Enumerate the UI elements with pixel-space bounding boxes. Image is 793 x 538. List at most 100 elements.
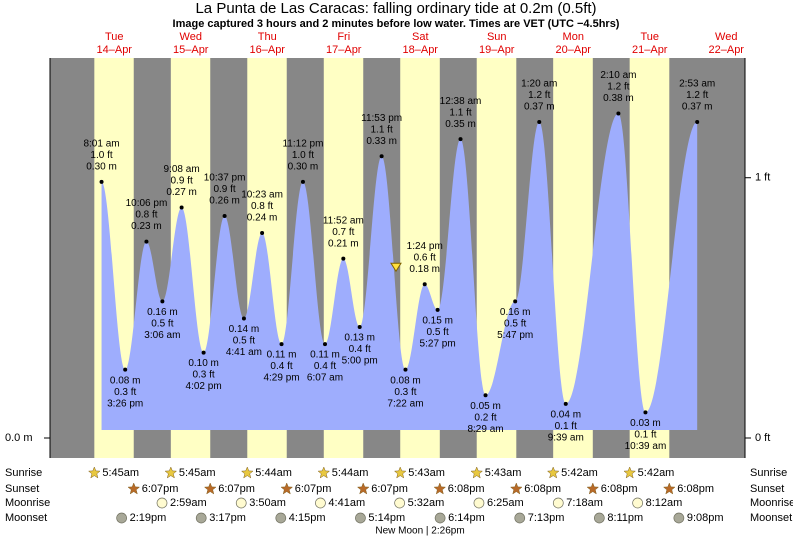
extreme-label: 0.4 ft bbox=[270, 361, 292, 372]
extreme-label: 0.3 ft bbox=[192, 370, 214, 381]
extreme-point bbox=[616, 111, 621, 116]
extreme-point bbox=[260, 231, 265, 236]
sunset-time: 6:08pm bbox=[677, 483, 714, 495]
extreme-label: 0.08 m bbox=[110, 375, 141, 386]
extreme-point bbox=[322, 342, 327, 347]
moonset-time: 4:15pm bbox=[289, 512, 326, 524]
sunrise-time: 5:44am bbox=[255, 467, 292, 479]
sunrise-icon bbox=[470, 466, 484, 479]
sunrise-time: 5:45am bbox=[179, 467, 216, 479]
moonset-time: 3:17pm bbox=[209, 512, 246, 524]
extreme-label: 0.23 m bbox=[131, 221, 162, 232]
moonrise-icon bbox=[156, 497, 168, 509]
day-name: Wed bbox=[715, 31, 737, 43]
moonset-icon bbox=[275, 512, 287, 524]
extreme-label: 0.13 m bbox=[344, 333, 375, 344]
sunset-time: 6:08pm bbox=[524, 483, 561, 495]
extreme-label: 8:01 am bbox=[83, 138, 119, 149]
extreme-label: 0.37 m bbox=[524, 102, 555, 113]
extreme-label: 9:39 am bbox=[548, 432, 584, 443]
row-label: Sunrise bbox=[5, 467, 42, 479]
extreme-label: 0.8 ft bbox=[251, 201, 273, 212]
extreme-point bbox=[341, 256, 346, 261]
moonrise-time: 7:18am bbox=[566, 497, 603, 509]
day-date: 16–Apr bbox=[250, 44, 286, 56]
extreme-label: 0.35 m bbox=[445, 119, 476, 130]
extreme-point bbox=[241, 316, 246, 321]
moonset-time: 8:11pm bbox=[607, 512, 643, 524]
extreme-label: 11:12 pm bbox=[282, 138, 323, 149]
extreme-label: 0.03 m bbox=[630, 418, 661, 429]
extreme-label: 2:10 am bbox=[600, 70, 636, 81]
extreme-label: 1.2 ft bbox=[607, 82, 629, 93]
extreme-point bbox=[160, 299, 165, 304]
extreme-point bbox=[435, 307, 440, 312]
extreme-label: 5:47 pm bbox=[497, 330, 533, 341]
day-name: Thu bbox=[258, 31, 277, 43]
sunset-icon bbox=[356, 482, 370, 495]
sunrise-time: 5:45am bbox=[102, 467, 139, 479]
extreme-label: 0.3 ft bbox=[114, 387, 136, 398]
sunrise-icon bbox=[317, 466, 331, 479]
extreme-label: 0.9 ft bbox=[170, 176, 192, 187]
row-label: Sunset bbox=[5, 483, 39, 495]
extreme-point bbox=[201, 350, 206, 355]
moonset-icon bbox=[673, 512, 685, 524]
extreme-label: 0.2 ft bbox=[474, 412, 496, 423]
extreme-label: 0.16 m bbox=[500, 307, 531, 318]
sunrise-icon bbox=[623, 466, 637, 479]
sunset-time: 6:07pm bbox=[371, 483, 408, 495]
extreme-label: 10:37 pm bbox=[204, 173, 246, 184]
moonrise-time: 8:12am bbox=[646, 497, 683, 509]
day-date: 14–Apr bbox=[97, 44, 133, 56]
extreme-point bbox=[279, 342, 284, 347]
extreme-label: 0.1 ft bbox=[634, 430, 656, 441]
day-date: 19–Apr bbox=[479, 44, 515, 56]
extreme-label: 0.5 ft bbox=[426, 327, 448, 338]
sunset-icon bbox=[662, 482, 676, 495]
extreme-label: 0.30 m bbox=[86, 161, 117, 172]
day-date: 17–Apr bbox=[326, 44, 362, 56]
extreme-label: 8:29 am bbox=[467, 424, 503, 435]
day-date: 21–Apr bbox=[632, 44, 668, 56]
row-label: Moonrise bbox=[5, 497, 50, 509]
extreme-label: 0.6 ft bbox=[414, 252, 436, 263]
row-label: Moonset bbox=[750, 512, 792, 524]
extreme-label: 4:02 pm bbox=[186, 381, 222, 392]
day-date: 22–Apr bbox=[709, 44, 745, 56]
extreme-label: 0.26 m bbox=[209, 196, 240, 207]
extreme-label: 2:53 am bbox=[679, 79, 715, 90]
extreme-label: 0.4 ft bbox=[314, 361, 336, 372]
extreme-label: 4:29 pm bbox=[263, 373, 299, 384]
sunset-icon bbox=[280, 482, 294, 495]
extreme-label: 0.10 m bbox=[188, 358, 219, 369]
extreme-label: 5:27 pm bbox=[420, 339, 456, 350]
sunrise-time: 5:44am bbox=[332, 467, 369, 479]
row-label: Moonrise bbox=[750, 497, 793, 509]
extreme-label: 0.21 m bbox=[328, 238, 359, 249]
extreme-label: 0.04 m bbox=[550, 409, 581, 420]
sunset-icon bbox=[509, 482, 523, 495]
extreme-label: 0.05 m bbox=[470, 401, 501, 412]
moonset-icon bbox=[514, 512, 526, 524]
sunrise-time: 5:42am bbox=[638, 467, 675, 479]
day-name: Sat bbox=[412, 31, 429, 43]
extreme-label: 11:53 pm bbox=[361, 113, 402, 124]
extreme-label: 0.38 m bbox=[603, 93, 634, 104]
extreme-label: 0.9 ft bbox=[213, 184, 235, 195]
extreme-label: 0.33 m bbox=[366, 136, 397, 147]
extreme-label: 10:23 am bbox=[241, 190, 283, 201]
extreme-label: 0.5 ft bbox=[233, 336, 255, 347]
extreme-label: 0.11 m bbox=[310, 350, 340, 361]
sunset-time: 6:07pm bbox=[142, 483, 179, 495]
moonrise-time: 6:25am bbox=[487, 497, 524, 509]
tide-area bbox=[101, 113, 698, 430]
extreme-label: 1.0 ft bbox=[292, 150, 314, 161]
moon-phase: New Moon | 2:26pm bbox=[375, 526, 464, 537]
moonset-time: 9:08pm bbox=[687, 512, 724, 524]
extreme-label: 1.1 ft bbox=[449, 107, 471, 118]
extreme-label: 11:52 am bbox=[323, 215, 364, 226]
extreme-point bbox=[458, 137, 463, 142]
extreme-label: 6:07 am bbox=[307, 373, 343, 384]
